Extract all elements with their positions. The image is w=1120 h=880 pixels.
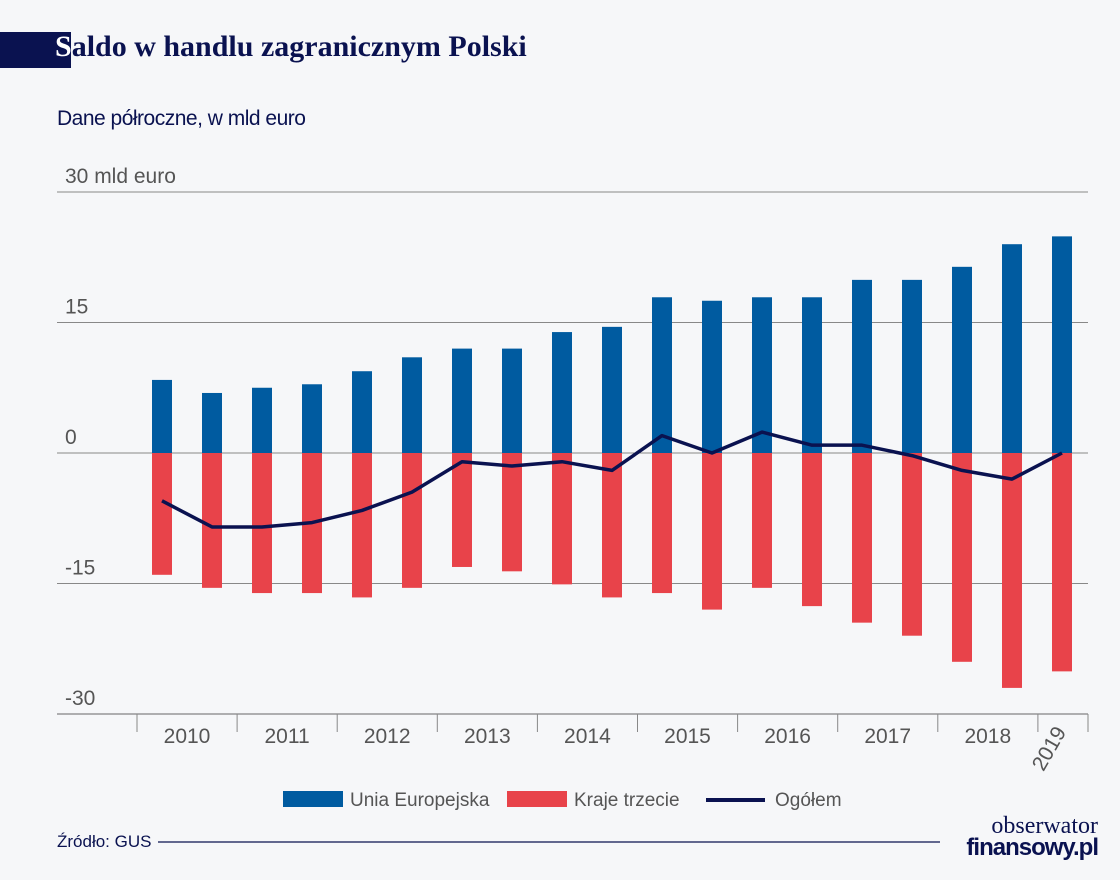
bar-eu — [852, 279, 872, 453]
y-tick-label: 0 — [65, 426, 77, 449]
bar-third — [252, 453, 272, 594]
bar-eu — [652, 297, 672, 453]
bar-eu — [302, 384, 322, 453]
logo-line2: finansowy.pl — [966, 834, 1099, 861]
bar-third — [502, 453, 522, 572]
y-tick-label: 15 — [65, 296, 88, 319]
x-tick-label: 2016 — [764, 725, 811, 748]
bar-eu — [202, 392, 222, 453]
title-first-letter: S — [55, 30, 72, 63]
bar-eu — [502, 348, 522, 453]
bar-eu — [452, 348, 472, 453]
bar-eu — [752, 297, 772, 453]
bar-eu — [602, 326, 622, 453]
bar-eu — [1002, 244, 1022, 453]
bar-eu — [402, 357, 422, 453]
title-rest: aldo w handlu zagranicznym Polski — [71, 30, 527, 63]
bar-third — [652, 453, 672, 594]
bar-third — [702, 453, 722, 610]
legend-swatch-third — [507, 791, 567, 807]
bar-third — [1052, 453, 1072, 672]
x-tick-label: 2013 — [464, 725, 511, 748]
bar-eu — [1052, 236, 1072, 453]
bar-eu — [702, 300, 722, 453]
bar-third — [552, 453, 572, 585]
x-tick-label: 2010 — [164, 725, 211, 748]
bar-eu — [352, 371, 372, 453]
x-tick-label: 2012 — [364, 725, 411, 748]
logo-line1: obserwator — [991, 813, 1098, 839]
chart-title: Saldo w handlu zagranicznym Polski — [55, 30, 527, 64]
x-tick-label: 2019 — [1028, 723, 1071, 775]
x-tick-label: 2015 — [664, 725, 711, 748]
y-tick-label: -15 — [65, 557, 95, 580]
legend-swatch-eu — [283, 791, 343, 807]
legend-label-total: Ogółem — [775, 790, 842, 811]
y-tick-label: -30 — [65, 687, 95, 710]
bar-third — [202, 453, 222, 588]
x-tick-label: 2011 — [265, 725, 310, 748]
x-tick-label: 2017 — [864, 725, 911, 748]
bar-third — [152, 453, 172, 575]
bar-third — [352, 453, 372, 598]
bar-eu — [152, 379, 172, 453]
bar-third — [452, 453, 472, 567]
bar-third — [602, 453, 622, 598]
bar-third — [752, 453, 772, 588]
bar-eu — [902, 279, 922, 453]
bar-third — [852, 453, 872, 623]
bar-third — [402, 453, 422, 588]
bar-eu — [802, 297, 822, 453]
bar-eu — [252, 387, 272, 453]
line-total — [161, 430, 1063, 529]
title-accent — [0, 32, 71, 68]
bar-third — [952, 453, 972, 662]
source-label: Źródło: GUS — [57, 832, 152, 851]
x-tick-label: 2018 — [964, 725, 1011, 748]
chart-subtitle: Dane półroczne, w mld euro — [57, 107, 306, 130]
y-tick-label: 30 mld euro — [65, 165, 176, 188]
x-tick-label: 2014 — [564, 725, 611, 748]
logo: obserwator finansowy.pl — [966, 813, 1099, 861]
legend-label-third: Kraje trzecie — [574, 790, 680, 811]
bar-eu — [552, 332, 572, 453]
bar-eu — [952, 266, 972, 453]
bar-third — [902, 453, 922, 636]
bar-third — [802, 453, 822, 607]
legend-label-eu: Unia Europejska — [350, 790, 490, 811]
bar-third — [1002, 453, 1022, 688]
